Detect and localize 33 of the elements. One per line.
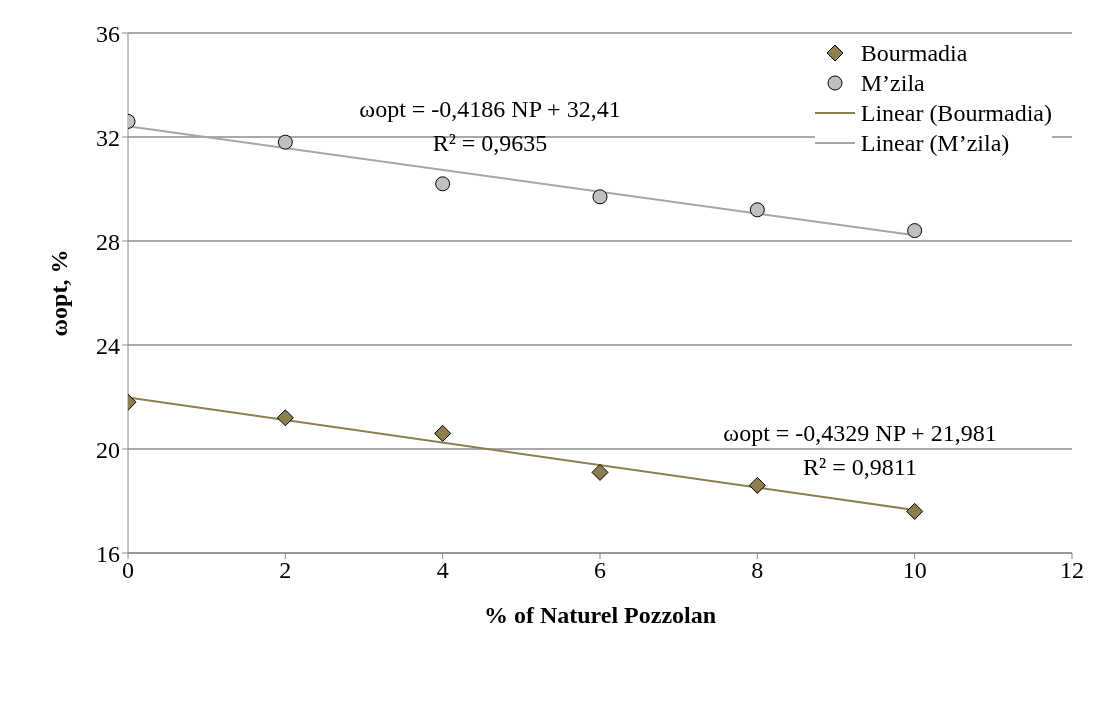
y-tick-label: 24 — [96, 332, 120, 359]
y-tick-label: 32 — [96, 124, 120, 151]
point — [749, 202, 765, 218]
x-tick-label: 2 — [279, 557, 292, 584]
point — [276, 409, 294, 427]
legend-label: Linear (M’zila) — [860, 129, 1010, 158]
point — [591, 463, 609, 481]
y-tick-label: 28 — [96, 228, 120, 255]
point — [906, 502, 924, 520]
legend-label: M’zila — [860, 69, 925, 98]
annotation: ωopt = -0,4186 NP + 32,41 — [359, 96, 621, 123]
x-tick-label: 10 — [902, 557, 927, 584]
annotation: ωopt = -0,4329 NP + 21,981 — [723, 420, 997, 447]
point — [592, 189, 608, 205]
y-tick-label: 20 — [96, 436, 120, 463]
y-tick-label: 16 — [96, 540, 120, 567]
x-axis-title: % of Naturel Pozzolan — [483, 602, 717, 628]
annotation: R² = 0,9635 — [432, 130, 548, 157]
x-tick-label: 4 — [436, 557, 449, 584]
x-tick-label: 0 — [122, 557, 134, 584]
point — [434, 424, 452, 442]
point — [435, 176, 451, 192]
annotation: R² = 0,9811 — [803, 454, 917, 481]
y-tick-label: 36 — [96, 20, 120, 47]
y-axis-title: ωopt, % — [45, 249, 72, 337]
x-tick-label: 6 — [594, 557, 606, 584]
x-tick-label: 8 — [751, 557, 764, 584]
point — [277, 134, 293, 150]
point — [907, 223, 923, 239]
x-tick-label: 12 — [1060, 557, 1084, 584]
legend-label: Linear (Bourmadia) — [860, 99, 1052, 128]
legend-label: Bourmadia — [860, 39, 968, 68]
point — [748, 476, 766, 494]
